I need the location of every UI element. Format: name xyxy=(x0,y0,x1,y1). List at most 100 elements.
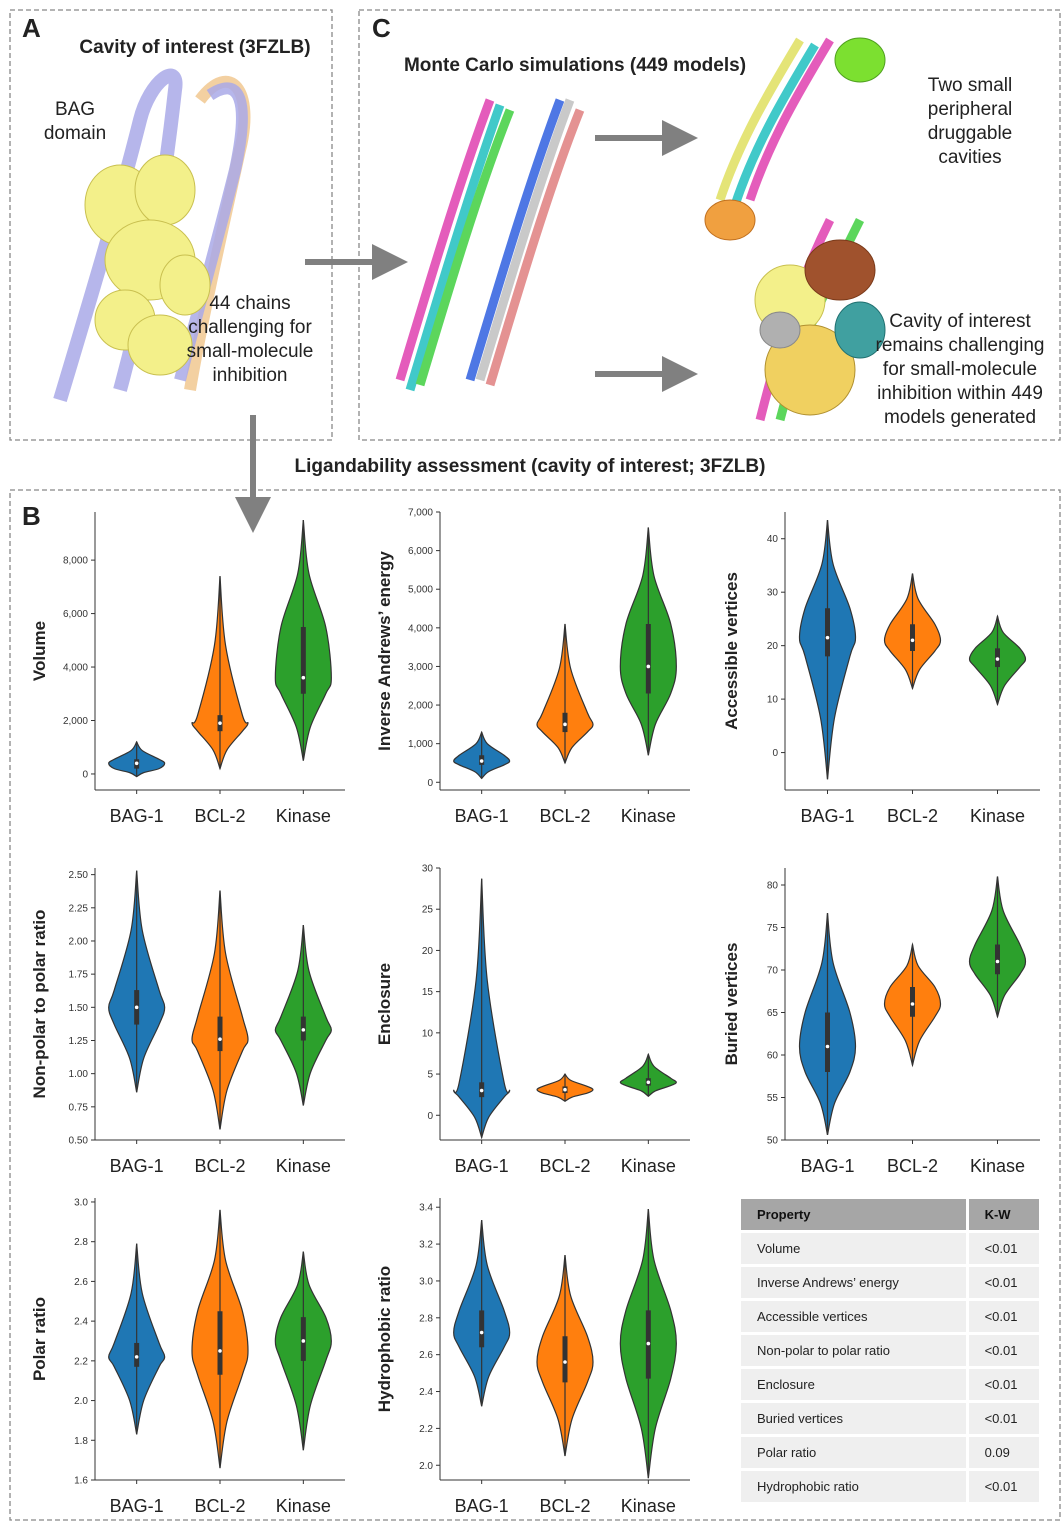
table-cell: Inverse Andrews’ energy xyxy=(740,1266,968,1300)
median xyxy=(647,1342,651,1346)
y-tick-label: 0.50 xyxy=(69,1136,89,1147)
y-tick-label: 15 xyxy=(422,987,434,998)
median xyxy=(647,665,651,669)
y-tick-label: 2.6 xyxy=(419,1350,433,1361)
violin-chart: 01,0002,0003,0004,0005,0006,0007,000Inve… xyxy=(375,508,690,827)
y-axis-label: Polar ratio xyxy=(30,1297,49,1381)
x-tick-label: Kinase xyxy=(621,806,676,826)
y-tick-label: 0.75 xyxy=(69,1102,89,1113)
table-cell: <0.01 xyxy=(967,1266,1040,1300)
y-axis-label: Hydrophobic ratio xyxy=(375,1266,394,1412)
table-cell: Buried vertices xyxy=(740,1402,968,1436)
x-tick-label: Kinase xyxy=(276,1496,331,1516)
table-cell: <0.01 xyxy=(967,1368,1040,1402)
x-tick-label: Kinase xyxy=(276,806,331,826)
table-cell: <0.01 xyxy=(967,1470,1040,1504)
y-tick-label: 1.00 xyxy=(69,1069,89,1080)
y-tick-label: 2.00 xyxy=(69,936,89,947)
median xyxy=(480,759,484,763)
median xyxy=(302,1028,306,1032)
table-cell: Accessible vertices xyxy=(740,1300,968,1334)
y-tick-label: 30 xyxy=(422,864,434,875)
table-row: Polar ratio0.09 xyxy=(740,1436,1041,1470)
y-tick-label: 2,000 xyxy=(63,716,88,727)
y-tick-label: 2.6 xyxy=(74,1277,88,1288)
table-cell: <0.01 xyxy=(967,1300,1040,1334)
median xyxy=(911,1002,915,1006)
table-cell: <0.01 xyxy=(967,1334,1040,1368)
x-tick-label: BCL-2 xyxy=(194,806,245,826)
y-tick-label: 10 xyxy=(422,1028,434,1039)
y-tick-label: 2.50 xyxy=(69,870,89,881)
violin-chart: 0.500.751.001.251.501.752.002.252.50Non-… xyxy=(30,868,345,1176)
table-row: Accessible vertices<0.01 xyxy=(740,1300,1041,1334)
violin-chart: 051015202530EnclosureBAG-1BCL-2Kinase xyxy=(375,864,690,1177)
table-header-cell: K-W xyxy=(967,1198,1040,1232)
page: 02,0004,0006,0008,000VolumeBAG-1BCL-2Kin… xyxy=(0,0,1063,1524)
table-header-cell: Property xyxy=(740,1198,968,1232)
median xyxy=(563,1088,567,1092)
y-tick-label: 60 xyxy=(767,1051,779,1062)
table-row: Inverse Andrews’ energy<0.01 xyxy=(740,1266,1041,1300)
annotation: 44 chains challenging for small-molecule… xyxy=(180,292,320,388)
y-tick-label: 2.4 xyxy=(74,1317,88,1328)
y-tick-label: 5,000 xyxy=(408,585,433,596)
median xyxy=(218,1037,222,1041)
x-tick-label: BCL-2 xyxy=(539,1496,590,1516)
y-tick-label: 5 xyxy=(427,1070,433,1081)
panel-title: Monte Carlo simulations (449 models) xyxy=(385,54,765,78)
x-tick-label: Kinase xyxy=(970,806,1025,826)
median xyxy=(302,676,306,680)
median xyxy=(480,1089,484,1093)
y-axis-label: Accessible vertices xyxy=(722,572,741,730)
x-tick-label: BAG-1 xyxy=(110,806,164,826)
y-tick-label: 55 xyxy=(767,1093,779,1104)
x-tick-label: BAG-1 xyxy=(455,806,509,826)
y-axis-label: Non-polar to polar ratio xyxy=(30,910,49,1099)
y-tick-label: 1.50 xyxy=(69,1003,89,1014)
panel-label: B xyxy=(22,504,41,528)
x-tick-label: Kinase xyxy=(276,1156,331,1176)
x-tick-label: BAG-1 xyxy=(110,1496,164,1516)
median xyxy=(996,960,1000,964)
table-cell: Hydrophobic ratio xyxy=(740,1470,968,1504)
x-tick-label: BAG-1 xyxy=(110,1156,164,1176)
y-tick-label: 2.0 xyxy=(419,1461,433,1472)
y-tick-label: 40 xyxy=(767,534,779,545)
y-tick-label: 1.75 xyxy=(69,970,89,981)
table-row: Non-polar to polar ratio<0.01 xyxy=(740,1334,1041,1368)
y-tick-label: 0 xyxy=(772,748,778,759)
x-tick-label: BCL-2 xyxy=(194,1156,245,1176)
panel-label: A xyxy=(22,16,41,40)
x-tick-label: BAG-1 xyxy=(800,806,854,826)
y-tick-label: 7,000 xyxy=(408,508,433,519)
y-tick-label: 3.4 xyxy=(419,1203,433,1214)
y-tick-label: 6,000 xyxy=(408,546,433,557)
y-tick-label: 30 xyxy=(767,588,779,599)
y-tick-label: 20 xyxy=(767,641,779,652)
median xyxy=(647,1081,651,1085)
y-tick-label: 2.8 xyxy=(74,1237,88,1248)
y-tick-label: 80 xyxy=(767,881,779,892)
y-tick-label: 3,000 xyxy=(408,662,433,673)
y-tick-label: 4,000 xyxy=(63,663,88,674)
median xyxy=(135,1355,139,1359)
y-tick-label: 0 xyxy=(427,1111,433,1122)
y-tick-label: 75 xyxy=(767,923,779,934)
y-tick-label: 25 xyxy=(422,905,434,916)
table-cell: Volume xyxy=(740,1232,968,1266)
x-tick-label: BCL-2 xyxy=(887,806,938,826)
y-tick-label: 1,000 xyxy=(408,739,433,750)
panel-title: Cavity of interest (3FZLB) xyxy=(60,36,330,60)
x-tick-label: Kinase xyxy=(970,1156,1025,1176)
median xyxy=(826,1045,830,1049)
median xyxy=(563,1360,567,1364)
section-title: Ligandability assessment (cavity of inte… xyxy=(250,455,810,479)
y-tick-label: 0 xyxy=(427,778,433,789)
table-cell: <0.01 xyxy=(967,1402,1040,1436)
y-tick-label: 50 xyxy=(767,1136,779,1147)
y-tick-label: 70 xyxy=(767,966,779,977)
table-cell: <0.01 xyxy=(967,1232,1040,1266)
y-tick-label: 65 xyxy=(767,1008,779,1019)
